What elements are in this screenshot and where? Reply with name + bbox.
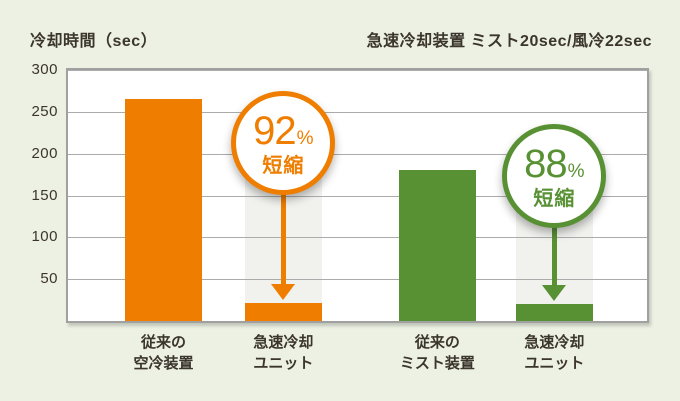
reduction-percent-value: 88 (524, 141, 567, 186)
reduction-percent-row: 92% (253, 111, 313, 151)
x-label-0: 従来の 空冷装置 (94, 332, 234, 374)
reduction-arrow-head-0 (271, 283, 296, 300)
reduction-percent-row: 88% (524, 144, 584, 184)
reduction-arrow-head-1 (542, 285, 567, 302)
reduction-badge-88: 88% 短縮 (502, 124, 607, 228)
x-label-line: 急速冷却 (253, 334, 314, 351)
bar-3-急速冷却ユニット (516, 304, 593, 321)
percent-sign: % (296, 127, 314, 149)
bar-1-急速冷却ユニット (245, 302, 322, 321)
gridline-250 (68, 111, 647, 113)
x-label-line: 従来の (141, 334, 187, 351)
x-label-line: 急速冷却 (524, 334, 585, 351)
x-label-line: ユニット (524, 355, 585, 372)
x-label-2: 従来の ミスト装置 (367, 332, 507, 374)
bar-0-従来の空冷装置 (125, 99, 202, 321)
x-label-line: ミスト装置 (399, 355, 475, 372)
y-tick-200: 200 (31, 144, 58, 162)
gridline-200 (68, 153, 647, 155)
gridline-50 (68, 279, 647, 281)
x-label-line: 空冷装置 (133, 355, 194, 372)
x-label-3: 急速冷却 ユニット (484, 332, 624, 374)
y-tick-150: 150 (31, 186, 58, 204)
gridline-300 (68, 70, 647, 71)
reduction-arrow-shaft-0 (280, 189, 286, 284)
reduction-percent-value: 92 (253, 108, 296, 153)
chart-title: 冷却時間（sec） (30, 33, 158, 50)
y-tick-100: 100 (31, 228, 58, 246)
x-label-1: 急速冷却 ユニット (213, 332, 353, 374)
reduction-badge-92: 92% 短縮 (231, 91, 336, 195)
reduction-arrow-shaft-1 (551, 222, 557, 286)
chart-subtitle: 急速冷却装置 ミスト20sec/風冷22sec (366, 33, 652, 50)
x-label-line: 従来の (414, 334, 460, 351)
reduction-label: 短縮 (533, 187, 576, 210)
x-label-line: ユニット (253, 355, 314, 372)
percent-sign: % (567, 160, 585, 182)
gridline-100 (68, 237, 647, 239)
y-tick-300: 300 (31, 61, 58, 78)
y-tick-50: 50 (40, 270, 58, 288)
gridline-150 (68, 195, 647, 197)
reduction-label: 短縮 (262, 154, 305, 177)
y-tick-250: 250 (31, 102, 58, 120)
bar-2-従来のミスト装置 (399, 170, 476, 321)
